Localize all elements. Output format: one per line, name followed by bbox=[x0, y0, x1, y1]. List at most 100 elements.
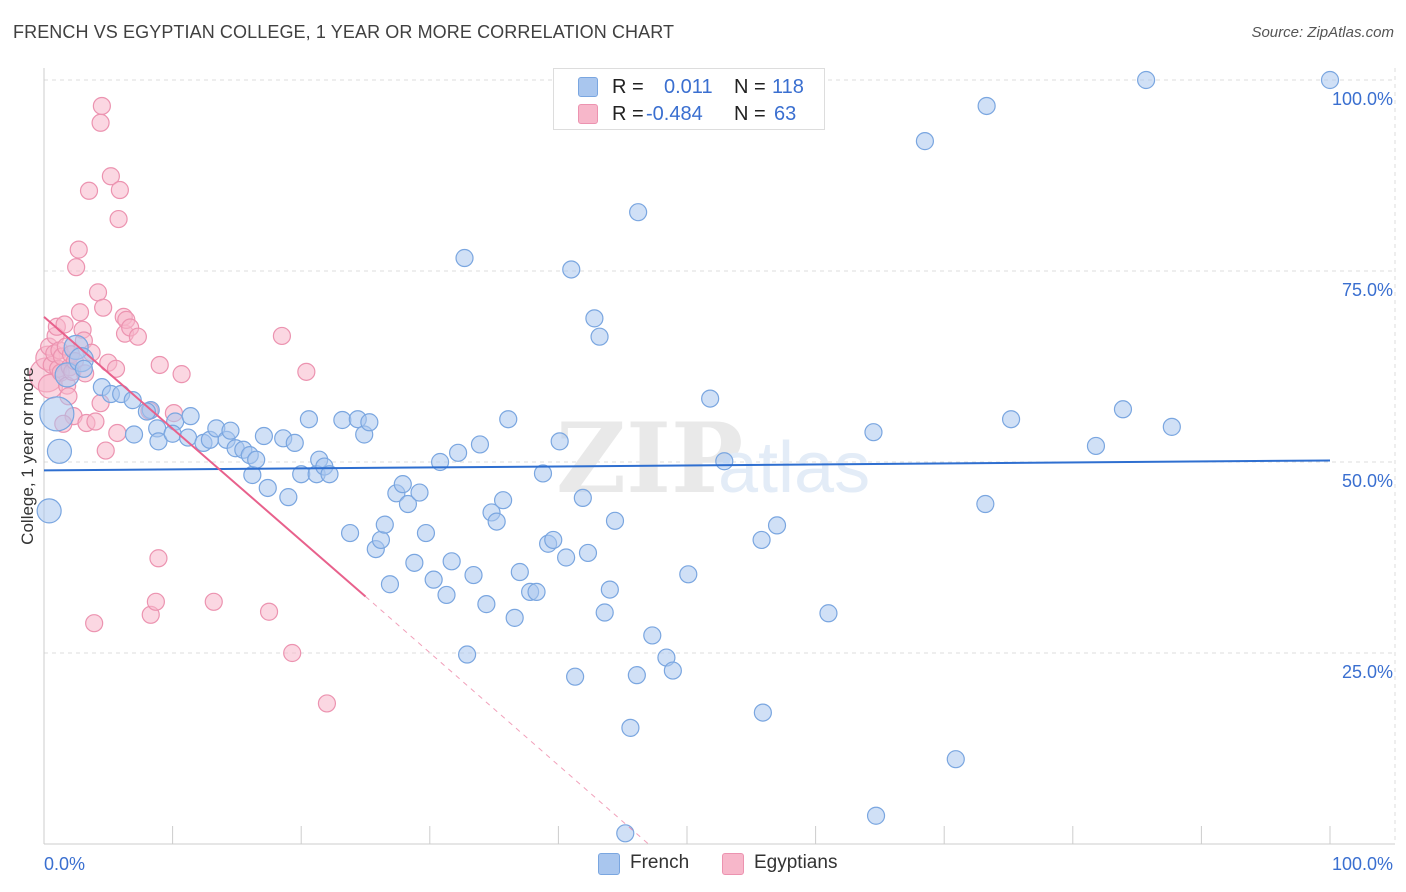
french-point bbox=[437, 585, 456, 605]
french-point bbox=[39, 396, 75, 432]
egyptians-point bbox=[85, 614, 104, 633]
french-point bbox=[1162, 417, 1181, 436]
egyptians-point bbox=[67, 258, 86, 277]
french-point bbox=[375, 515, 394, 534]
french-point bbox=[701, 389, 720, 408]
french-point bbox=[505, 608, 524, 627]
french-point bbox=[221, 421, 240, 440]
egyptians-n-label: N = bbox=[734, 103, 766, 125]
french-point bbox=[752, 530, 771, 550]
watermark-atlas: atlas bbox=[718, 428, 870, 508]
french-point bbox=[448, 443, 468, 462]
french-point bbox=[1320, 70, 1340, 90]
french-point bbox=[864, 423, 883, 442]
french-point bbox=[340, 523, 360, 543]
french-point bbox=[416, 523, 436, 543]
french-point bbox=[405, 553, 424, 572]
french-point bbox=[767, 516, 787, 535]
egyptians-point bbox=[106, 359, 126, 378]
egyptians-point bbox=[79, 181, 99, 200]
french-point bbox=[1113, 400, 1133, 419]
french-point bbox=[457, 645, 477, 664]
egyptians-point bbox=[88, 283, 108, 302]
french-point bbox=[753, 703, 772, 722]
egyptians-point bbox=[172, 365, 191, 384]
french-point bbox=[562, 260, 581, 279]
french-point bbox=[605, 511, 625, 530]
french-point bbox=[866, 806, 886, 825]
egyptians-point bbox=[86, 412, 105, 431]
french-point bbox=[470, 435, 490, 454]
y-axis-label: College, 1 year or more bbox=[18, 367, 37, 545]
french-n-label: N = bbox=[734, 76, 766, 98]
egyptians-point bbox=[94, 298, 113, 317]
french-point bbox=[410, 483, 429, 502]
egyptians-point bbox=[96, 441, 115, 460]
egyptians-point bbox=[283, 643, 302, 663]
french-point bbox=[247, 450, 266, 469]
french-point bbox=[1086, 436, 1106, 456]
french-point bbox=[600, 580, 619, 599]
egyptians-point bbox=[70, 303, 90, 322]
french-point bbox=[1001, 410, 1021, 429]
egyptians-point bbox=[128, 327, 147, 346]
french-point bbox=[616, 824, 635, 843]
french-r-label: R = bbox=[612, 76, 644, 98]
french-point bbox=[430, 452, 450, 472]
egyptians-swatch bbox=[578, 104, 598, 124]
egyptians-legend-swatch bbox=[722, 853, 744, 875]
french-point bbox=[487, 512, 506, 531]
french-point bbox=[279, 488, 298, 507]
french-point bbox=[181, 407, 200, 426]
x-tick-label: 0.0% bbox=[44, 854, 85, 874]
french-point bbox=[621, 718, 640, 737]
french-point bbox=[977, 96, 996, 116]
french-r-value: 0.011 bbox=[664, 76, 713, 98]
french-point bbox=[149, 432, 168, 451]
egyptians-r-label: R = bbox=[612, 103, 644, 125]
french-point bbox=[566, 667, 585, 686]
egyptians-n-value: 63 bbox=[774, 103, 797, 125]
french-point bbox=[36, 498, 62, 524]
french-point bbox=[46, 438, 73, 464]
x-tick-label: 100.0% bbox=[1332, 854, 1393, 874]
egyptians-point bbox=[109, 209, 128, 229]
french-point bbox=[424, 570, 443, 589]
legend-row-egyptians: R = -0.484 N = 63 bbox=[554, 102, 824, 128]
french-point bbox=[679, 565, 698, 584]
egyptians-point bbox=[110, 180, 129, 200]
french-point bbox=[398, 494, 418, 514]
french-point bbox=[590, 327, 609, 346]
french-point bbox=[663, 661, 682, 680]
egyptians-point bbox=[204, 592, 223, 611]
french-legend-swatch bbox=[598, 853, 620, 875]
y-tick-label: 50.0% bbox=[1342, 471, 1393, 491]
french-legend-label: French bbox=[630, 852, 690, 873]
chart-title: FRENCH VS EGYPTIAN COLLEGE, 1 YEAR OR MO… bbox=[13, 22, 675, 42]
french-point bbox=[499, 410, 518, 429]
french-point bbox=[585, 309, 604, 328]
french-point bbox=[819, 604, 838, 623]
french-point bbox=[299, 410, 319, 429]
french-point bbox=[254, 426, 274, 446]
french-point bbox=[137, 402, 156, 421]
french-point bbox=[976, 494, 995, 514]
french-points bbox=[36, 70, 1340, 843]
french-point bbox=[544, 530, 563, 550]
french-swatch bbox=[578, 77, 598, 97]
egyptians-point bbox=[55, 315, 74, 334]
egyptians-point bbox=[69, 240, 88, 259]
source-label: Source: ZipAtlas.com bbox=[1251, 24, 1394, 41]
french-point bbox=[442, 552, 461, 571]
egyptians-points bbox=[28, 96, 337, 713]
french-point bbox=[333, 410, 352, 430]
french-point bbox=[393, 475, 412, 494]
french-point bbox=[557, 548, 576, 567]
french-point bbox=[1137, 70, 1156, 90]
egyptians-point bbox=[150, 355, 169, 375]
french-point bbox=[285, 433, 304, 452]
french-n-value: 118 bbox=[772, 76, 804, 98]
egyptians-point bbox=[317, 694, 337, 713]
